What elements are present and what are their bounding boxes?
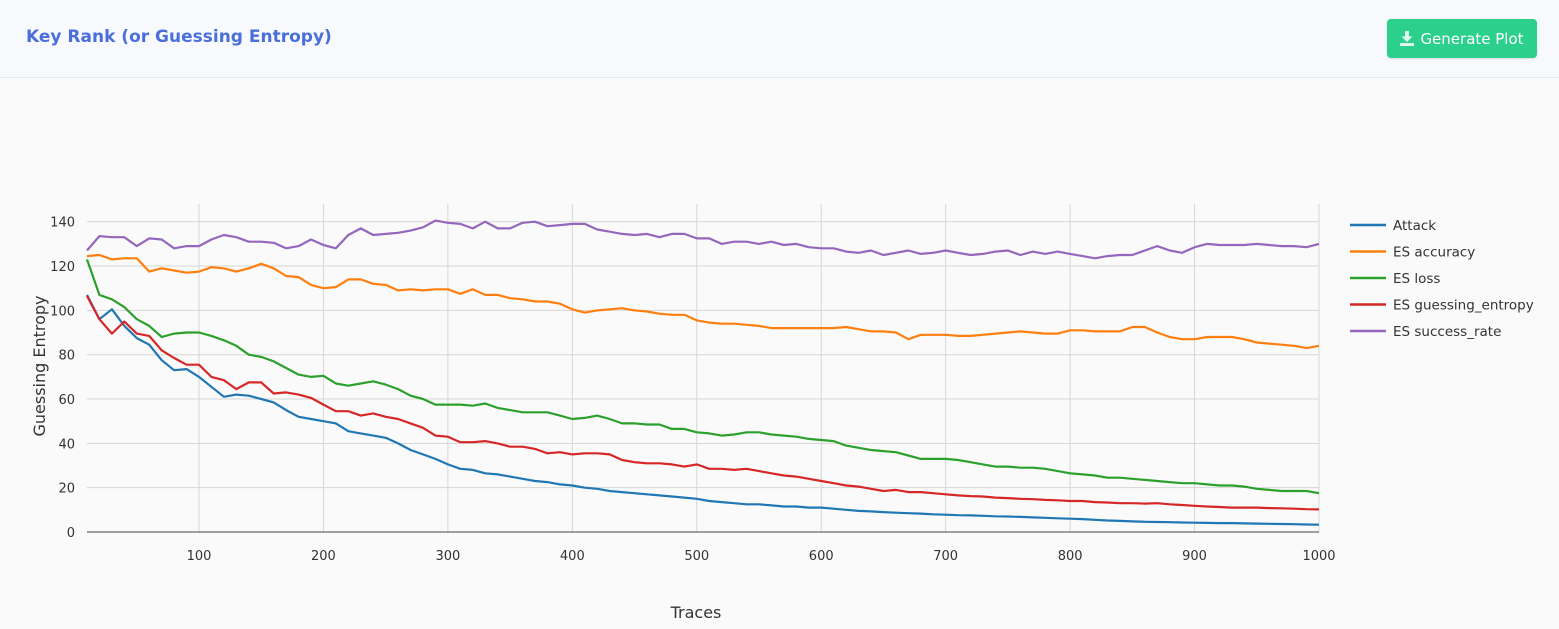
y-tick-label: 20	[58, 482, 75, 497]
x-axis-title: Traces	[670, 603, 722, 622]
legend: Attack ES accuracy ES loss ES guessing_entr…	[1350, 218, 1534, 340]
legend-label: ES success_rate	[1393, 324, 1501, 340]
page-header: Key Rank (or Guessing Entropy) Generate …	[0, 0, 1559, 78]
legend-label: Attack	[1393, 218, 1436, 234]
x-tick-label: 900	[1182, 549, 1207, 564]
legend-label: ES accuracy	[1393, 245, 1475, 261]
x-tick-label: 400	[560, 549, 585, 564]
y-axis-title: Guessing Entropy	[30, 295, 49, 436]
page-title: Key Rank (or Guessing Entropy)	[26, 27, 332, 47]
y-tick-label: 40	[58, 437, 75, 452]
x-tick-label: 700	[933, 549, 958, 564]
x-tick-label: 800	[1058, 549, 1083, 564]
x-tick-label: 500	[684, 549, 709, 564]
x-tick-label: 100	[187, 549, 212, 564]
download-icon	[1400, 31, 1415, 46]
y-tick-label: 80	[58, 349, 75, 364]
x-tick-label: 200	[311, 549, 336, 564]
chart-container: 100 200 300 400 500 600 700 800 900 1000 0 20 40 60 80…	[0, 79, 1559, 629]
series-line-es-loss	[85, 259, 1320, 495]
x-tick-label: 300	[435, 549, 460, 564]
y-tick-label: 140	[50, 216, 75, 231]
series-line-es-accuracy	[86, 253, 1320, 350]
series-line-es-guessing-entropy	[86, 295, 1320, 511]
x-tick-label: 600	[809, 549, 834, 564]
guessing-entropy-chart: 100 200 300 400 500 600 700 800 900 1000 0 20 40 60 80…	[30, 204, 1534, 622]
legend-label: ES guessing_entropy	[1393, 298, 1534, 314]
generate-plot-label: Generate Plot	[1420, 29, 1524, 48]
legend-label: ES loss	[1393, 271, 1440, 287]
y-tick-label: 0	[67, 526, 75, 541]
x-tick-label: 1000	[1302, 549, 1335, 564]
y-tick-label: 60	[58, 393, 75, 408]
series-line-attack	[86, 294, 1320, 526]
y-tick-label: 100	[50, 304, 75, 319]
series-line-es-success-rate	[86, 219, 1320, 260]
y-tick-label: 120	[50, 260, 75, 275]
generate-plot-button[interactable]: Generate Plot	[1387, 19, 1537, 58]
